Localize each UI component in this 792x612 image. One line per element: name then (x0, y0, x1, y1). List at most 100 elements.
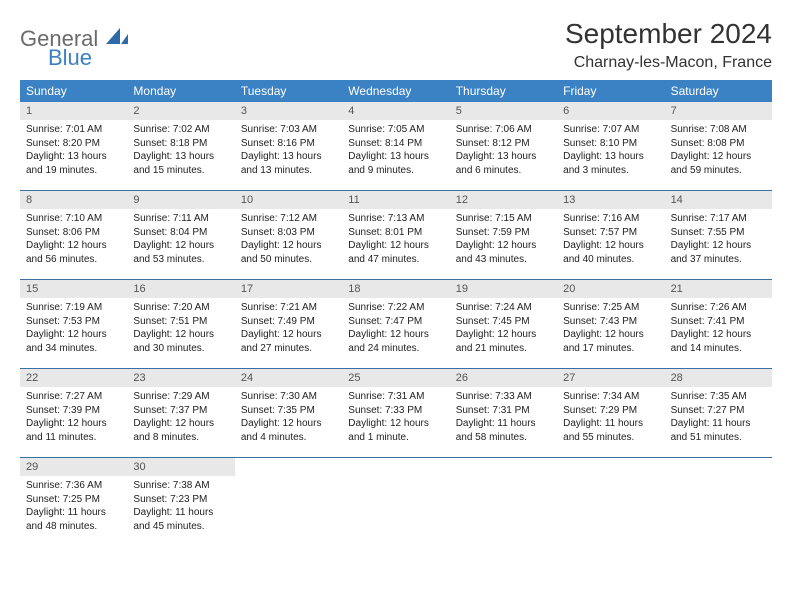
day-number: 11 (342, 191, 449, 209)
sunset-text: Sunset: 7:33 PM (348, 404, 443, 418)
day-cell: 21Sunrise: 7:26 AMSunset: 7:41 PMDayligh… (665, 280, 772, 368)
sunset-text: Sunset: 7:27 PM (671, 404, 766, 418)
day-cell: 28Sunrise: 7:35 AMSunset: 7:27 PMDayligh… (665, 369, 772, 457)
sunrise-text: Sunrise: 7:11 AM (133, 212, 228, 226)
day-number: 14 (665, 191, 772, 209)
daylight-text: Daylight: 12 hours and 4 minutes. (241, 417, 336, 444)
day-body: Sunrise: 7:21 AMSunset: 7:49 PMDaylight:… (235, 298, 342, 361)
sunset-text: Sunset: 7:55 PM (671, 226, 766, 240)
day-body: Sunrise: 7:34 AMSunset: 7:29 PMDaylight:… (557, 387, 664, 450)
day-cell: 22Sunrise: 7:27 AMSunset: 7:39 PMDayligh… (20, 369, 127, 457)
day-body: Sunrise: 7:29 AMSunset: 7:37 PMDaylight:… (127, 387, 234, 450)
day-body: Sunrise: 7:12 AMSunset: 8:03 PMDaylight:… (235, 209, 342, 272)
day-number: 25 (342, 369, 449, 387)
sunset-text: Sunset: 7:57 PM (563, 226, 658, 240)
day-number: 8 (20, 191, 127, 209)
day-number: 17 (235, 280, 342, 298)
sunset-text: Sunset: 8:12 PM (456, 137, 551, 151)
sunrise-text: Sunrise: 7:29 AM (133, 390, 228, 404)
week-row: 8Sunrise: 7:10 AMSunset: 8:06 PMDaylight… (20, 191, 772, 280)
week-row: 22Sunrise: 7:27 AMSunset: 7:39 PMDayligh… (20, 369, 772, 458)
day-cell: 3Sunrise: 7:03 AMSunset: 8:16 PMDaylight… (235, 102, 342, 190)
daylight-text: Daylight: 12 hours and 17 minutes. (563, 328, 658, 355)
sunrise-text: Sunrise: 7:24 AM (456, 301, 551, 315)
day-body: Sunrise: 7:27 AMSunset: 7:39 PMDaylight:… (20, 387, 127, 450)
day-body: Sunrise: 7:11 AMSunset: 8:04 PMDaylight:… (127, 209, 234, 272)
daylight-text: Daylight: 12 hours and 43 minutes. (456, 239, 551, 266)
sunset-text: Sunset: 8:06 PM (26, 226, 121, 240)
day-cell: 4Sunrise: 7:05 AMSunset: 8:14 PMDaylight… (342, 102, 449, 190)
sunrise-text: Sunrise: 7:16 AM (563, 212, 658, 226)
sunrise-text: Sunrise: 7:38 AM (133, 479, 228, 493)
daylight-text: Daylight: 12 hours and 8 minutes. (133, 417, 228, 444)
daylight-text: Daylight: 12 hours and 24 minutes. (348, 328, 443, 355)
sunrise-text: Sunrise: 7:30 AM (241, 390, 336, 404)
day-cell: 1 Sunrise: 7:01 AMSunset: 8:20 PMDaylight… (20, 102, 127, 190)
day-cell: 24Sunrise: 7:30 AMSunset: 7:35 PMDayligh… (235, 369, 342, 457)
day-body: Sunrise: 7:17 AMSunset: 7:55 PMDaylight:… (665, 209, 772, 272)
day-number: 30 (127, 458, 234, 476)
day-body: Sunrise: 7:02 AMSunset: 8:18 PMDaylight:… (127, 120, 234, 183)
day-number: 22 (20, 369, 127, 387)
sunset-text: Sunset: 8:16 PM (241, 137, 336, 151)
sunrise-text: Sunrise: 7:27 AM (26, 390, 121, 404)
day-cell: 25Sunrise: 7:31 AMSunset: 7:33 PMDayligh… (342, 369, 449, 457)
day-body: Sunrise: 7:13 AMSunset: 8:01 PMDaylight:… (342, 209, 449, 272)
day-header: Wednesday (342, 80, 449, 102)
day-number: 26 (450, 369, 557, 387)
daylight-text: Daylight: 12 hours and 11 minutes. (26, 417, 121, 444)
day-cell: 10Sunrise: 7:12 AMSunset: 8:03 PMDayligh… (235, 191, 342, 279)
sunrise-text: Sunrise: 7:22 AM (348, 301, 443, 315)
logo: General Blue (20, 18, 128, 69)
sunrise-text: Sunrise: 7:26 AM (671, 301, 766, 315)
day-body: Sunrise: 7:16 AMSunset: 7:57 PMDaylight:… (557, 209, 664, 272)
sunrise-text: Sunrise: 7:07 AM (563, 123, 658, 137)
week-row: 1Sunrise: 7:01 AMSunset: 8:20 PMDaylight… (20, 102, 772, 191)
day-number: 9 (127, 191, 234, 209)
sunset-text: Sunset: 8:20 PM (26, 137, 121, 151)
day-number: 16 (127, 280, 234, 298)
day-cell: 5Sunrise: 7:06 AMSunset: 8:12 PMDaylight… (450, 102, 557, 190)
daylight-text: Daylight: 12 hours and 53 minutes. (133, 239, 228, 266)
sunrise-text: Sunrise: 7:36 AM (26, 479, 121, 493)
month-title: September 2024 (565, 18, 772, 50)
day-header: Saturday (665, 80, 772, 102)
day-body: Sunrise: 7:38 AMSunset: 7:23 PMDaylight:… (127, 476, 234, 539)
daylight-text: Daylight: 12 hours and 47 minutes. (348, 239, 443, 266)
sunrise-text: Sunrise: 7:25 AM (563, 301, 658, 315)
sunrise-text: Sunrise: 7:02 AM (133, 123, 228, 137)
daylight-text: Daylight: 11 hours and 55 minutes. (563, 417, 658, 444)
sunrise-text: Sunrise: 7:33 AM (456, 390, 551, 404)
sunset-text: Sunset: 8:14 PM (348, 137, 443, 151)
calendar-header-row: Sunday Monday Tuesday Wednesday Thursday… (20, 80, 772, 102)
daylight-text: Daylight: 12 hours and 1 minute. (348, 417, 443, 444)
day-cell: 13Sunrise: 7:16 AMSunset: 7:57 PMDayligh… (557, 191, 664, 279)
sunrise-text: Sunrise: 7:35 AM (671, 390, 766, 404)
daylight-text: Daylight: 12 hours and 21 minutes. (456, 328, 551, 355)
day-number: 23 (127, 369, 234, 387)
title-block: September 2024 Charnay-les-Macon, France (565, 18, 772, 72)
day-cell: 18Sunrise: 7:22 AMSunset: 7:47 PMDayligh… (342, 280, 449, 368)
sunset-text: Sunset: 8:10 PM (563, 137, 658, 151)
day-cell: 23Sunrise: 7:29 AMSunset: 7:37 PMDayligh… (127, 369, 234, 457)
sunset-text: Sunset: 8:04 PM (133, 226, 228, 240)
day-cell: 19Sunrise: 7:24 AMSunset: 7:45 PMDayligh… (450, 280, 557, 368)
daylight-text: Daylight: 13 hours and 15 minutes. (133, 150, 228, 177)
sunset-text: Sunset: 7:59 PM (456, 226, 551, 240)
day-body: Sunrise: 7:03 AMSunset: 8:16 PMDaylight:… (235, 120, 342, 183)
sunrise-text: Sunrise: 7:34 AM (563, 390, 658, 404)
day-number: 1 (20, 102, 127, 120)
day-cell: 2Sunrise: 7:02 AMSunset: 8:18 PMDaylight… (127, 102, 234, 190)
daylight-text: Daylight: 12 hours and 34 minutes. (26, 328, 121, 355)
sunrise-text: Sunrise: 7:17 AM (671, 212, 766, 226)
day-cell: 9Sunrise: 7:11 AMSunset: 8:04 PMDaylight… (127, 191, 234, 279)
day-body: Sunrise: 7:35 AMSunset: 7:27 PMDaylight:… (665, 387, 772, 450)
sunset-text: Sunset: 7:37 PM (133, 404, 228, 418)
day-cell (342, 458, 449, 546)
day-cell: 27Sunrise: 7:34 AMSunset: 7:29 PMDayligh… (557, 369, 664, 457)
sunrise-text: Sunrise: 7:01 AM (26, 123, 121, 137)
daylight-text: Daylight: 13 hours and 19 minutes. (26, 150, 121, 177)
sunset-text: Sunset: 7:35 PM (241, 404, 336, 418)
day-body: Sunrise: 7:33 AMSunset: 7:31 PMDaylight:… (450, 387, 557, 450)
day-cell: 17Sunrise: 7:21 AMSunset: 7:49 PMDayligh… (235, 280, 342, 368)
